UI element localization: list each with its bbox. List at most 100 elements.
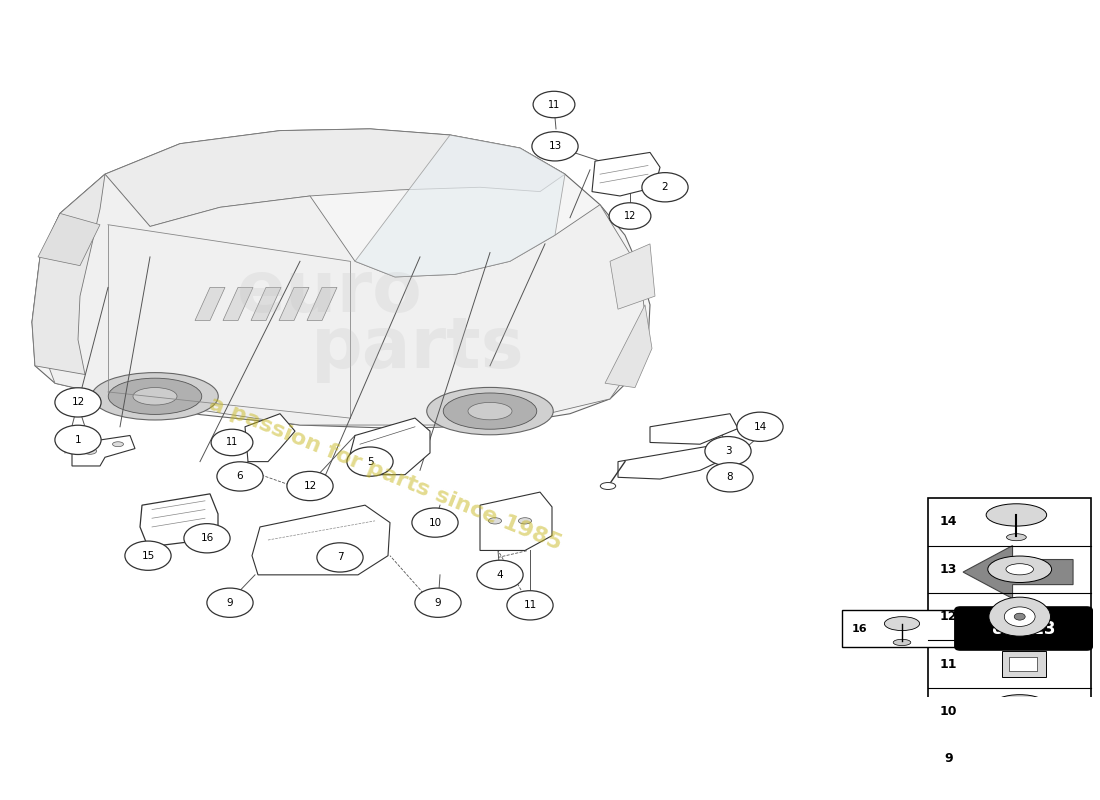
Polygon shape	[251, 287, 280, 321]
Polygon shape	[480, 492, 552, 550]
Ellipse shape	[91, 373, 218, 420]
Circle shape	[346, 447, 393, 476]
Text: 9: 9	[944, 752, 953, 766]
Text: 11: 11	[226, 438, 238, 447]
Text: 7: 7	[337, 553, 343, 562]
Polygon shape	[32, 174, 105, 374]
Ellipse shape	[993, 792, 1046, 800]
Polygon shape	[252, 505, 390, 575]
Ellipse shape	[84, 448, 97, 454]
Circle shape	[477, 560, 524, 590]
Text: parts: parts	[311, 314, 525, 383]
Ellipse shape	[893, 639, 911, 646]
Ellipse shape	[601, 482, 616, 490]
FancyBboxPatch shape	[955, 607, 1092, 650]
Circle shape	[125, 541, 172, 570]
Circle shape	[411, 508, 458, 538]
FancyBboxPatch shape	[928, 498, 1091, 800]
Polygon shape	[140, 494, 218, 547]
Ellipse shape	[1006, 534, 1026, 541]
Circle shape	[737, 412, 783, 442]
Circle shape	[534, 91, 575, 118]
Polygon shape	[223, 287, 253, 321]
Text: 12: 12	[304, 481, 317, 491]
Text: 13: 13	[549, 142, 562, 151]
Text: 12: 12	[624, 211, 636, 221]
Circle shape	[55, 388, 101, 417]
Circle shape	[287, 471, 333, 501]
Text: 16: 16	[851, 623, 867, 634]
Ellipse shape	[993, 694, 1046, 714]
Circle shape	[705, 437, 751, 466]
Text: 1: 1	[75, 435, 81, 445]
Text: 10: 10	[939, 705, 957, 718]
Text: 4: 4	[497, 570, 504, 580]
Text: 13: 13	[939, 562, 957, 576]
Ellipse shape	[518, 518, 531, 524]
Circle shape	[207, 588, 253, 618]
Circle shape	[609, 202, 651, 230]
Polygon shape	[195, 287, 226, 321]
FancyBboxPatch shape	[842, 610, 957, 646]
Text: 11: 11	[524, 600, 537, 610]
Polygon shape	[592, 153, 660, 196]
FancyBboxPatch shape	[1002, 651, 1046, 677]
Polygon shape	[104, 129, 565, 226]
Ellipse shape	[1006, 725, 1033, 733]
Polygon shape	[610, 244, 654, 309]
Text: 3: 3	[725, 446, 732, 456]
Text: 10: 10	[428, 518, 441, 527]
Ellipse shape	[997, 744, 1043, 762]
FancyBboxPatch shape	[1009, 657, 1037, 671]
Ellipse shape	[112, 442, 123, 446]
Text: 14: 14	[754, 422, 767, 432]
Circle shape	[184, 524, 230, 553]
Circle shape	[532, 132, 579, 161]
Circle shape	[317, 542, 363, 572]
Text: 12: 12	[939, 610, 957, 623]
Circle shape	[217, 462, 263, 491]
Polygon shape	[348, 418, 430, 474]
Text: euro: euro	[238, 258, 422, 327]
Circle shape	[989, 597, 1050, 636]
Polygon shape	[307, 287, 337, 321]
Circle shape	[642, 173, 689, 202]
Ellipse shape	[443, 393, 537, 430]
Text: 8: 8	[727, 472, 734, 482]
Text: a passion for parts since 1985: a passion for parts since 1985	[206, 394, 564, 554]
Polygon shape	[32, 174, 648, 425]
Text: 11: 11	[548, 99, 560, 110]
Polygon shape	[32, 129, 650, 429]
Ellipse shape	[488, 518, 502, 524]
Text: 15: 15	[142, 550, 155, 561]
Polygon shape	[650, 414, 738, 444]
Circle shape	[507, 590, 553, 620]
Text: 14: 14	[939, 515, 957, 528]
Ellipse shape	[133, 387, 177, 405]
Polygon shape	[39, 214, 100, 266]
Text: 863 13: 863 13	[992, 619, 1055, 638]
Polygon shape	[355, 135, 565, 277]
Text: 2: 2	[662, 182, 669, 192]
Text: 9: 9	[434, 598, 441, 608]
Circle shape	[415, 588, 461, 618]
Text: 16: 16	[200, 534, 213, 543]
Ellipse shape	[1005, 564, 1034, 575]
Text: 12: 12	[72, 398, 85, 407]
Text: 11: 11	[939, 658, 957, 670]
Ellipse shape	[468, 402, 512, 420]
Ellipse shape	[427, 387, 553, 434]
Text: 9: 9	[227, 598, 233, 608]
Polygon shape	[279, 287, 309, 321]
Text: 6: 6	[236, 471, 243, 482]
Circle shape	[1004, 607, 1035, 626]
Ellipse shape	[884, 617, 920, 630]
Circle shape	[211, 430, 253, 456]
Circle shape	[1014, 613, 1025, 620]
Circle shape	[1011, 749, 1028, 760]
Polygon shape	[72, 435, 135, 466]
Ellipse shape	[108, 378, 201, 414]
Polygon shape	[964, 546, 1072, 598]
Polygon shape	[245, 414, 295, 462]
Text: 5: 5	[366, 457, 373, 466]
